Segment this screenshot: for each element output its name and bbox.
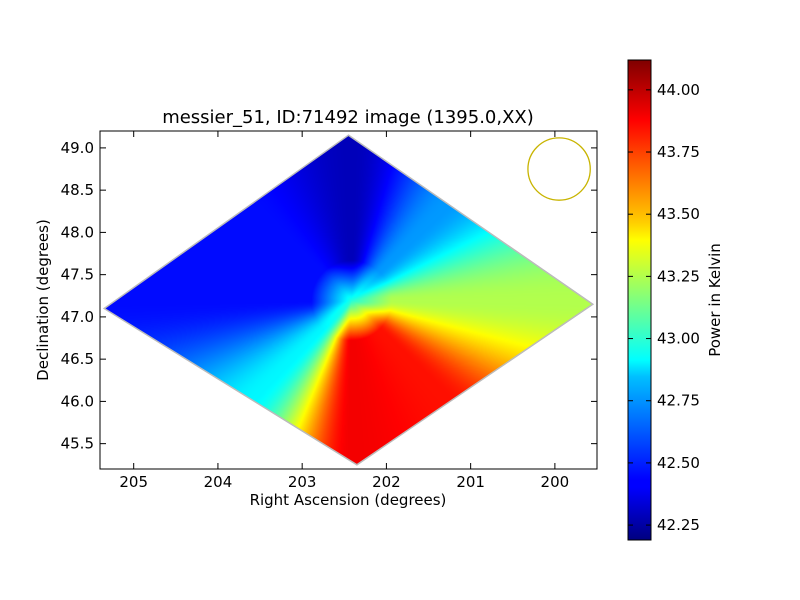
x-axis: 205 204 203 202 201 200: [119, 131, 569, 491]
x-tick-label: 200: [541, 473, 570, 491]
beam-circle: [527, 137, 591, 201]
y-tick-label: 47.0: [61, 308, 94, 326]
y-tick-label: 45.5: [61, 435, 94, 453]
plot-frame: [99, 130, 598, 470]
y-tick-label: 49.0: [61, 139, 94, 157]
colorbar-tick-label: 42.25: [657, 516, 700, 534]
y-tick-label: 48.5: [61, 181, 94, 199]
y-tick-label: 47.5: [61, 266, 94, 284]
colorbar-tick-label: 43.75: [657, 143, 700, 161]
y-tick-label: 46.5: [61, 350, 94, 368]
x-tick-label: 205: [119, 473, 148, 491]
colorbar-tick-label: 42.50: [657, 454, 700, 472]
heatmap-layer: [104, 135, 593, 465]
x-tick-label: 202: [372, 473, 401, 491]
x-tick-label: 203: [288, 473, 317, 491]
colorbar-tick-label: 43.00: [657, 330, 700, 348]
colorbar-tick-label: 43.25: [657, 267, 700, 285]
y-tick-label: 48.0: [61, 223, 94, 241]
x-tick-label: 201: [456, 473, 485, 491]
colorbar-tick-label: 44.00: [657, 81, 700, 99]
x-axis-label: Right Ascension (degrees): [250, 491, 447, 509]
heatmap-image: [104, 135, 593, 465]
x-tick-label: 204: [204, 473, 233, 491]
y-tick-label: 46.0: [61, 392, 94, 410]
colorbar-label: Power in Kelvin: [706, 243, 724, 357]
map-edge: [102, 134, 595, 466]
colorbar-ticks: 42.25 42.50 42.75 43.00 43.25 43.50 43.75 44.00: [628, 81, 700, 534]
chart-title: messier_51, ID:71492 image (1395.0,XX): [162, 107, 534, 128]
y-axis-label: Declination (degrees): [34, 219, 52, 381]
colorbar-tick-label: 42.75: [657, 392, 700, 410]
y-axis: 45.5 46.0 46.5 47.0 47.5 48.0 48.5 49.0: [61, 139, 597, 453]
colorbar: [627, 59, 652, 541]
colorbar-tick-label: 43.50: [657, 205, 700, 223]
